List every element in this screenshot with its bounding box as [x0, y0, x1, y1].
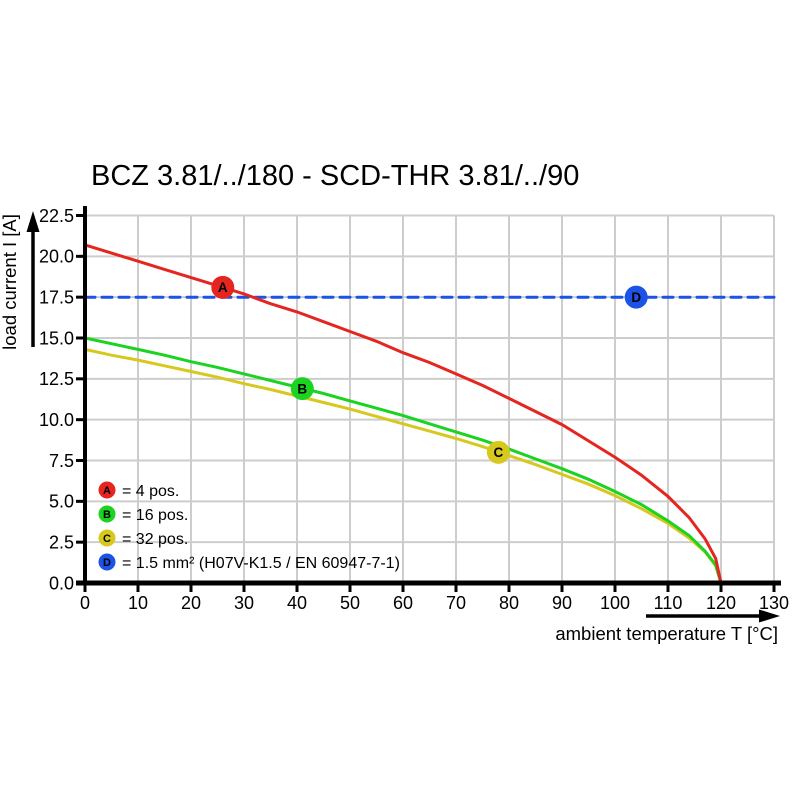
x-tick-label: 30 — [234, 593, 254, 613]
marker-letter-D: D — [631, 290, 641, 305]
legend-label-B: = 16 pos. — [122, 507, 188, 524]
x-tick-label: 0 — [80, 593, 90, 613]
x-tick-label: 20 — [181, 593, 201, 613]
x-tick-label: 110 — [654, 593, 683, 613]
y-tick-label: 0.0 — [49, 573, 74, 593]
y-tick-label: 2.5 — [49, 532, 74, 552]
legend-label-C: = 32 pos. — [122, 531, 188, 548]
marker-circle-D — [624, 285, 648, 309]
legend-marker-D — [98, 553, 116, 571]
marker-circle-C — [486, 440, 510, 464]
x-tick-label: 90 — [552, 593, 572, 613]
legend-letter-C: C — [103, 533, 111, 545]
legend-label-D: = 1.5 mm² (H07V-K1.5 / EN 60947-7-1) — [122, 555, 400, 572]
y-tick-label: 5.0 — [49, 492, 74, 512]
legend-marker-B — [98, 505, 116, 523]
legend-letter-D: D — [103, 557, 111, 569]
curve-A — [83, 243, 723, 585]
chart-title: BCZ 3.81/../180 - SCD-THR 3.81/../90 — [91, 160, 580, 192]
marker-circle-A — [211, 275, 235, 299]
legend-label-A: = 4 pos. — [122, 483, 179, 500]
x-tick-label: 100 — [600, 593, 630, 613]
legend-letter-B: B — [103, 509, 111, 521]
y-tick-label: 7.5 — [49, 451, 74, 471]
y-tick-label: 22.5 — [39, 206, 74, 226]
y-tick-label: 10.0 — [39, 410, 74, 430]
x-axis-arrowhead-icon — [759, 609, 780, 623]
x-tick-label: 10 — [128, 593, 148, 613]
y-tick-label: 15.0 — [39, 328, 74, 348]
x-axis-label: ambient temperature T [°C] — [555, 623, 778, 644]
curve-C — [83, 347, 723, 585]
y-tick-label: 17.5 — [39, 287, 74, 307]
x-tick-label: 130 — [759, 593, 789, 613]
marker-letter-A: A — [218, 280, 228, 295]
y-axis-label: load current I [A] — [0, 214, 20, 350]
x-tick-label: 60 — [393, 593, 413, 613]
y-axis-arrowhead-icon — [26, 211, 40, 232]
curve-B — [83, 336, 723, 585]
legend-letter-A: A — [103, 485, 111, 497]
y-tick-label: 20.0 — [39, 247, 74, 267]
x-tick-label: 80 — [499, 593, 519, 613]
x-tick-label: 120 — [706, 593, 736, 613]
x-tick-label: 70 — [446, 593, 466, 613]
y-tick-label: 12.5 — [39, 369, 74, 389]
marker-circle-B — [290, 377, 314, 401]
marker-letter-B: B — [297, 381, 307, 396]
legend-marker-C — [98, 529, 116, 547]
x-tick-label: 50 — [340, 593, 360, 613]
legend-marker-A — [98, 481, 116, 499]
x-tick-label: 40 — [287, 593, 307, 613]
marker-letter-C: C — [494, 445, 504, 460]
